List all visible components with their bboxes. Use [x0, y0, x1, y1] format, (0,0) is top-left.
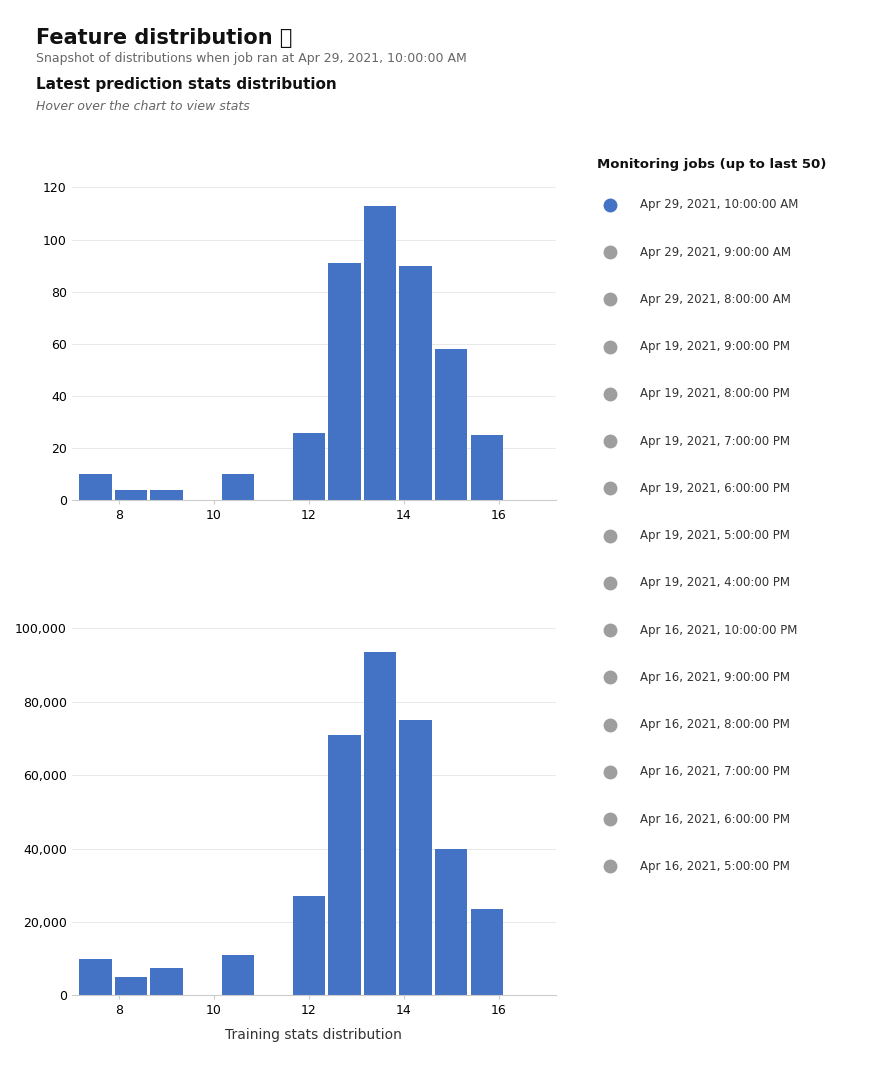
Bar: [79, 475, 111, 500]
Text: Snapshot of distributions when job ran at Apr 29, 2021, 10:00:00 AM: Snapshot of distributions when job ran a…: [36, 52, 467, 65]
Text: Apr 19, 2021, 8:00:00 PM: Apr 19, 2021, 8:00:00 PM: [640, 387, 790, 400]
Text: Apr 16, 2021, 8:00:00 PM: Apr 16, 2021, 8:00:00 PM: [640, 718, 790, 732]
Text: Latest prediction stats distribution: Latest prediction stats distribution: [36, 77, 337, 93]
X-axis label: Training stats distribution: Training stats distribution: [225, 1029, 402, 1043]
Text: Apr 29, 2021, 10:00:00 AM: Apr 29, 2021, 10:00:00 AM: [640, 198, 798, 211]
Bar: [435, 349, 468, 500]
Bar: [364, 652, 396, 995]
Bar: [400, 266, 432, 500]
Bar: [151, 967, 183, 995]
Bar: [400, 720, 432, 995]
Bar: [364, 206, 396, 500]
Bar: [115, 977, 147, 995]
Bar: [221, 475, 254, 500]
Text: Apr 16, 2021, 9:00:00 PM: Apr 16, 2021, 9:00:00 PM: [640, 671, 790, 684]
Bar: [328, 263, 360, 500]
Bar: [470, 435, 503, 500]
Bar: [221, 955, 254, 995]
Text: Apr 16, 2021, 5:00:00 PM: Apr 16, 2021, 5:00:00 PM: [640, 860, 790, 873]
Bar: [151, 490, 183, 500]
Text: Apr 29, 2021, 9:00:00 AM: Apr 29, 2021, 9:00:00 AM: [640, 245, 791, 258]
Text: Apr 19, 2021, 9:00:00 PM: Apr 19, 2021, 9:00:00 PM: [640, 340, 790, 353]
Bar: [293, 433, 325, 500]
Text: Hover over the chart to view stats: Hover over the chart to view stats: [36, 100, 250, 113]
Text: Feature distribution ❓: Feature distribution ❓: [36, 28, 292, 48]
Text: Apr 16, 2021, 6:00:00 PM: Apr 16, 2021, 6:00:00 PM: [640, 812, 790, 825]
Text: Apr 19, 2021, 4:00:00 PM: Apr 19, 2021, 4:00:00 PM: [640, 577, 790, 590]
Bar: [470, 909, 503, 995]
Text: Apr 19, 2021, 5:00:00 PM: Apr 19, 2021, 5:00:00 PM: [640, 529, 790, 542]
Bar: [328, 735, 360, 995]
Bar: [293, 896, 325, 995]
Text: Apr 19, 2021, 7:00:00 PM: Apr 19, 2021, 7:00:00 PM: [640, 435, 790, 448]
Text: Apr 29, 2021, 8:00:00 AM: Apr 29, 2021, 8:00:00 AM: [640, 293, 791, 306]
Text: Apr 16, 2021, 7:00:00 PM: Apr 16, 2021, 7:00:00 PM: [640, 765, 790, 778]
Text: Apr 16, 2021, 10:00:00 PM: Apr 16, 2021, 10:00:00 PM: [640, 624, 797, 637]
Bar: [435, 849, 468, 995]
Bar: [115, 490, 147, 500]
Text: Apr 19, 2021, 6:00:00 PM: Apr 19, 2021, 6:00:00 PM: [640, 482, 790, 495]
Bar: [79, 959, 111, 995]
Text: Monitoring jobs (up to last 50): Monitoring jobs (up to last 50): [598, 158, 827, 171]
